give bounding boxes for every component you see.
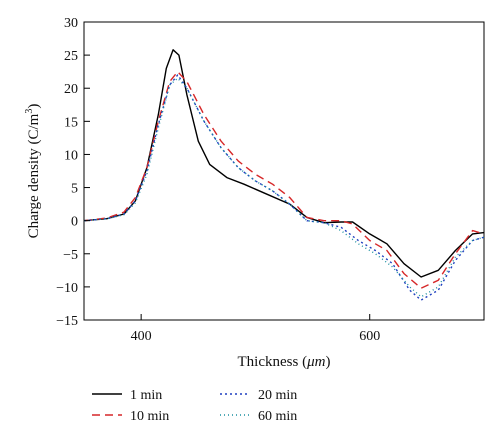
plot-frame bbox=[83, 21, 485, 321]
legend-label-0: 1 min bbox=[130, 388, 162, 403]
y-tick-label: 25 bbox=[64, 49, 78, 64]
y-tick-label: 30 bbox=[64, 16, 78, 31]
legend-label-1: 10 min bbox=[130, 409, 169, 424]
axis-ticks: −15 −10 −5 0 5 10 15 20 25 30 400 600 bbox=[56, 16, 380, 344]
series-line-2 bbox=[83, 74, 485, 301]
series-line-3 bbox=[83, 77, 485, 298]
x-tick-label: 600 bbox=[359, 329, 380, 344]
legend-label-3: 60 min bbox=[258, 409, 297, 424]
series-line-1 bbox=[83, 71, 485, 289]
y-tick-label: −5 bbox=[63, 248, 78, 263]
y-tick-label: 0 bbox=[71, 215, 78, 230]
plot-area bbox=[83, 21, 485, 321]
y-tick-label: 10 bbox=[64, 148, 78, 163]
legend: 1 min 10 min 20 min 60 min bbox=[92, 388, 297, 424]
series-line-0 bbox=[83, 49, 485, 278]
x-tick-label: 400 bbox=[131, 329, 152, 344]
legend-label-2: 20 min bbox=[258, 388, 297, 403]
y-tick-label: −10 bbox=[56, 281, 78, 296]
y-tick-label: 5 bbox=[71, 182, 78, 197]
y-tick-label: 20 bbox=[64, 82, 78, 97]
x-axis-title: Thickness (μm) bbox=[238, 354, 331, 370]
series-lines bbox=[83, 49, 485, 301]
y-tick-label: 15 bbox=[64, 115, 78, 130]
y-axis-title: Charge density (C/m3) bbox=[24, 104, 42, 239]
y-tick-label: −15 bbox=[56, 314, 78, 329]
